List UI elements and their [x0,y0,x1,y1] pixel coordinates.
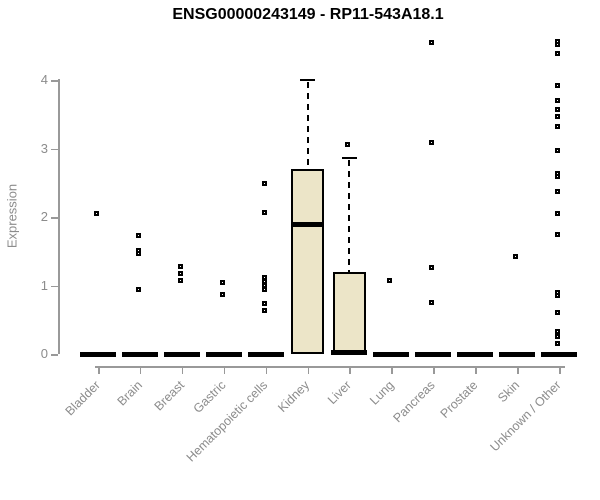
outlier-point [261,180,267,186]
outlier-point [219,280,225,286]
outlier-point [555,124,560,130]
x-axis-tick [517,366,519,374]
x-tick-label-text: Kidney [275,378,313,415]
x-axis-tick [433,366,435,374]
outlier-point [429,40,435,46]
outlier-point [555,147,560,153]
y-axis-tick [51,354,58,356]
x-tick-label-text: Breast [151,378,187,414]
box [291,169,325,354]
x-tick-label-text: Lung [366,378,397,408]
x-axis-tick [307,366,310,374]
outlier-point [555,334,560,340]
x-axis-line [95,366,565,368]
outlier-point [555,189,560,195]
y-tick-label: 1 [40,277,48,293]
outlier-point [555,114,560,120]
outlier-point [555,50,560,56]
upper-whisker [306,81,309,170]
x-tick-label-text: Liver [325,378,355,408]
median-zero-bar [415,351,452,357]
outlier-point [177,271,183,277]
x-axis-tick [265,366,268,374]
x-tick-label-text: Hematopoietic cells [183,378,271,465]
outlier-point [135,286,141,292]
outlier-point [429,265,435,271]
outlier-point [387,278,393,284]
outlier-point [94,211,99,217]
outlier-point [261,209,267,215]
x-tick-label-text: Pancreas [390,378,439,426]
y-axis-tick [51,285,58,288]
outlier-point [261,274,267,280]
x-axis-tick [475,366,477,374]
y-tick-label: 2 [40,209,48,225]
x-axis-tick [181,366,184,374]
outlier-point [555,82,560,88]
outlier-point [261,286,267,292]
whisker-cap [300,78,316,81]
median-zero-bar [457,351,494,357]
outlier-point [219,291,225,297]
y-tick-label: 0 [40,346,48,361]
y-axis-line [58,79,60,354]
outlier-point [261,300,267,306]
box [332,271,366,354]
outlier-point [261,308,267,314]
median-zero-bar [499,351,536,357]
y-tick-label: 3 [40,140,48,156]
median-zero-bar [163,351,200,357]
x-axis-tick [223,366,226,374]
outlier-point [555,41,560,47]
median-zero-bar [373,351,410,357]
outlier-point [513,254,519,260]
x-axis-tick [391,366,393,374]
median-zero-bar [205,351,242,357]
outlier-point [429,299,435,305]
outlier-point [555,98,560,104]
x-tick-label-text: Skin [494,378,522,406]
x-tick-label-text: Brain [114,378,145,409]
median-zero-bar [541,351,577,357]
median-zero-bar [247,351,284,357]
outlier-point [135,250,141,256]
x-axis-tick [139,366,142,374]
outlier-point [555,106,560,112]
outlier-point [555,174,560,180]
outlier-point [555,340,560,346]
x-tick-label-text: Prostate [437,378,481,421]
y-axis-tick [51,80,58,82]
median-zero-bar [121,351,158,357]
outlier-point [177,263,183,269]
y-axis-tick [51,217,58,219]
outlier-point [555,328,560,334]
outlier-point [345,142,351,148]
x-tick-label-text: Gastric [190,378,229,416]
outlier-point [261,278,267,284]
outlier-point [177,277,183,283]
outlier-point [555,309,560,315]
x-axis-tick [98,366,100,374]
whisker-cap [341,156,357,159]
x-axis-tick [349,366,351,374]
outlier-point [429,140,435,146]
y-tick-label: 4 [40,72,48,88]
outlier-point [135,233,141,239]
y-axis-label: Expression [4,183,20,249]
median-zero-bar [80,351,116,357]
y-axis-tick [51,148,58,151]
median-line [291,222,325,228]
outlier-point [555,210,560,216]
outlier-point [555,293,560,299]
x-axis-tick [559,366,561,374]
upper-whisker [348,159,351,272]
median-zero-bar [331,350,368,355]
x-tick-label-text: Bladder [62,378,103,419]
outlier-point [555,231,560,237]
chart-title: ENSG00000243149 - RP11-543A18.1 [172,6,444,23]
